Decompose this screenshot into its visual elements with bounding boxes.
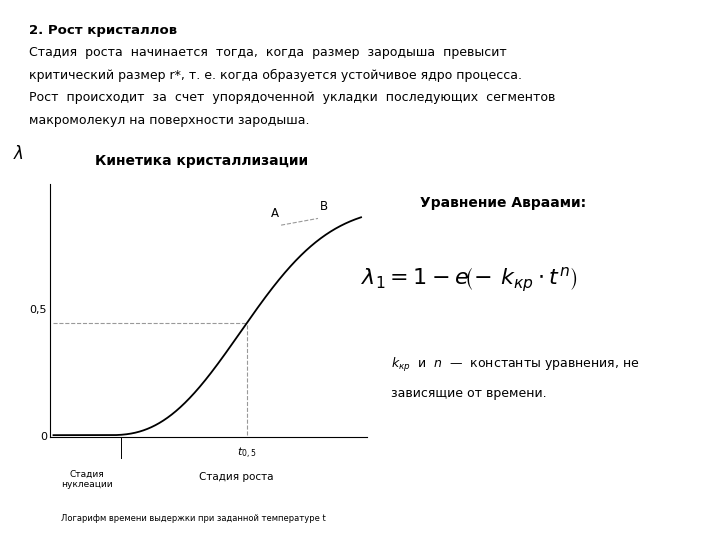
Text: $\it{\lambda}_1 = 1 - e\!\left(\!-\,k_{\mathit{кр}} \cdot t^n\right)$: $\it{\lambda}_1 = 1 - e\!\left(\!-\,k_{\… (361, 265, 577, 294)
Text: Рост  происходит  за  счет  упорядоченной  укладки  последующих  сегментов: Рост происходит за счет упорядоченной ук… (29, 91, 555, 104)
Text: зависящие от времени.: зависящие от времени. (392, 387, 547, 400)
Text: 0,5: 0,5 (30, 306, 48, 315)
Text: Стадия
нуклеации: Стадия нуклеации (61, 470, 113, 489)
Text: Уравнение Авраами:: Уравнение Авраами: (420, 197, 586, 210)
Text: $t_{0,5}$: $t_{0,5}$ (237, 447, 256, 462)
Text: Стадия роста: Стадия роста (199, 472, 274, 482)
Text: Логарифм времени выдержки при заданной температуре t: Логарифм времени выдержки при заданной т… (60, 514, 325, 523)
Text: Кинетика кристаллизации: Кинетика кристаллизации (95, 154, 308, 168)
Text: 2. Рост кристаллов: 2. Рост кристаллов (29, 24, 177, 37)
Text: $k_{\mathit{кр}}$  и  $\it{n}$  —  константы уравнения, не: $k_{\mathit{кр}}$ и $\it{n}$ — константы… (392, 356, 640, 374)
Text: Стадия  роста  начинается  тогда,  когда  размер  зародыша  превысит: Стадия роста начинается тогда, когда раз… (29, 46, 507, 59)
Text: A: A (271, 206, 279, 220)
Text: 0: 0 (40, 433, 48, 442)
Text: критический размер r*, т. е. когда образуется устойчивое ядро процесса.: критический размер r*, т. е. когда образ… (29, 69, 522, 82)
Text: $\it{\lambda}$: $\it{\lambda}$ (13, 145, 24, 163)
Text: макромолекул на поверхности зародыша.: макромолекул на поверхности зародыша. (29, 114, 310, 127)
Text: B: B (320, 200, 328, 213)
